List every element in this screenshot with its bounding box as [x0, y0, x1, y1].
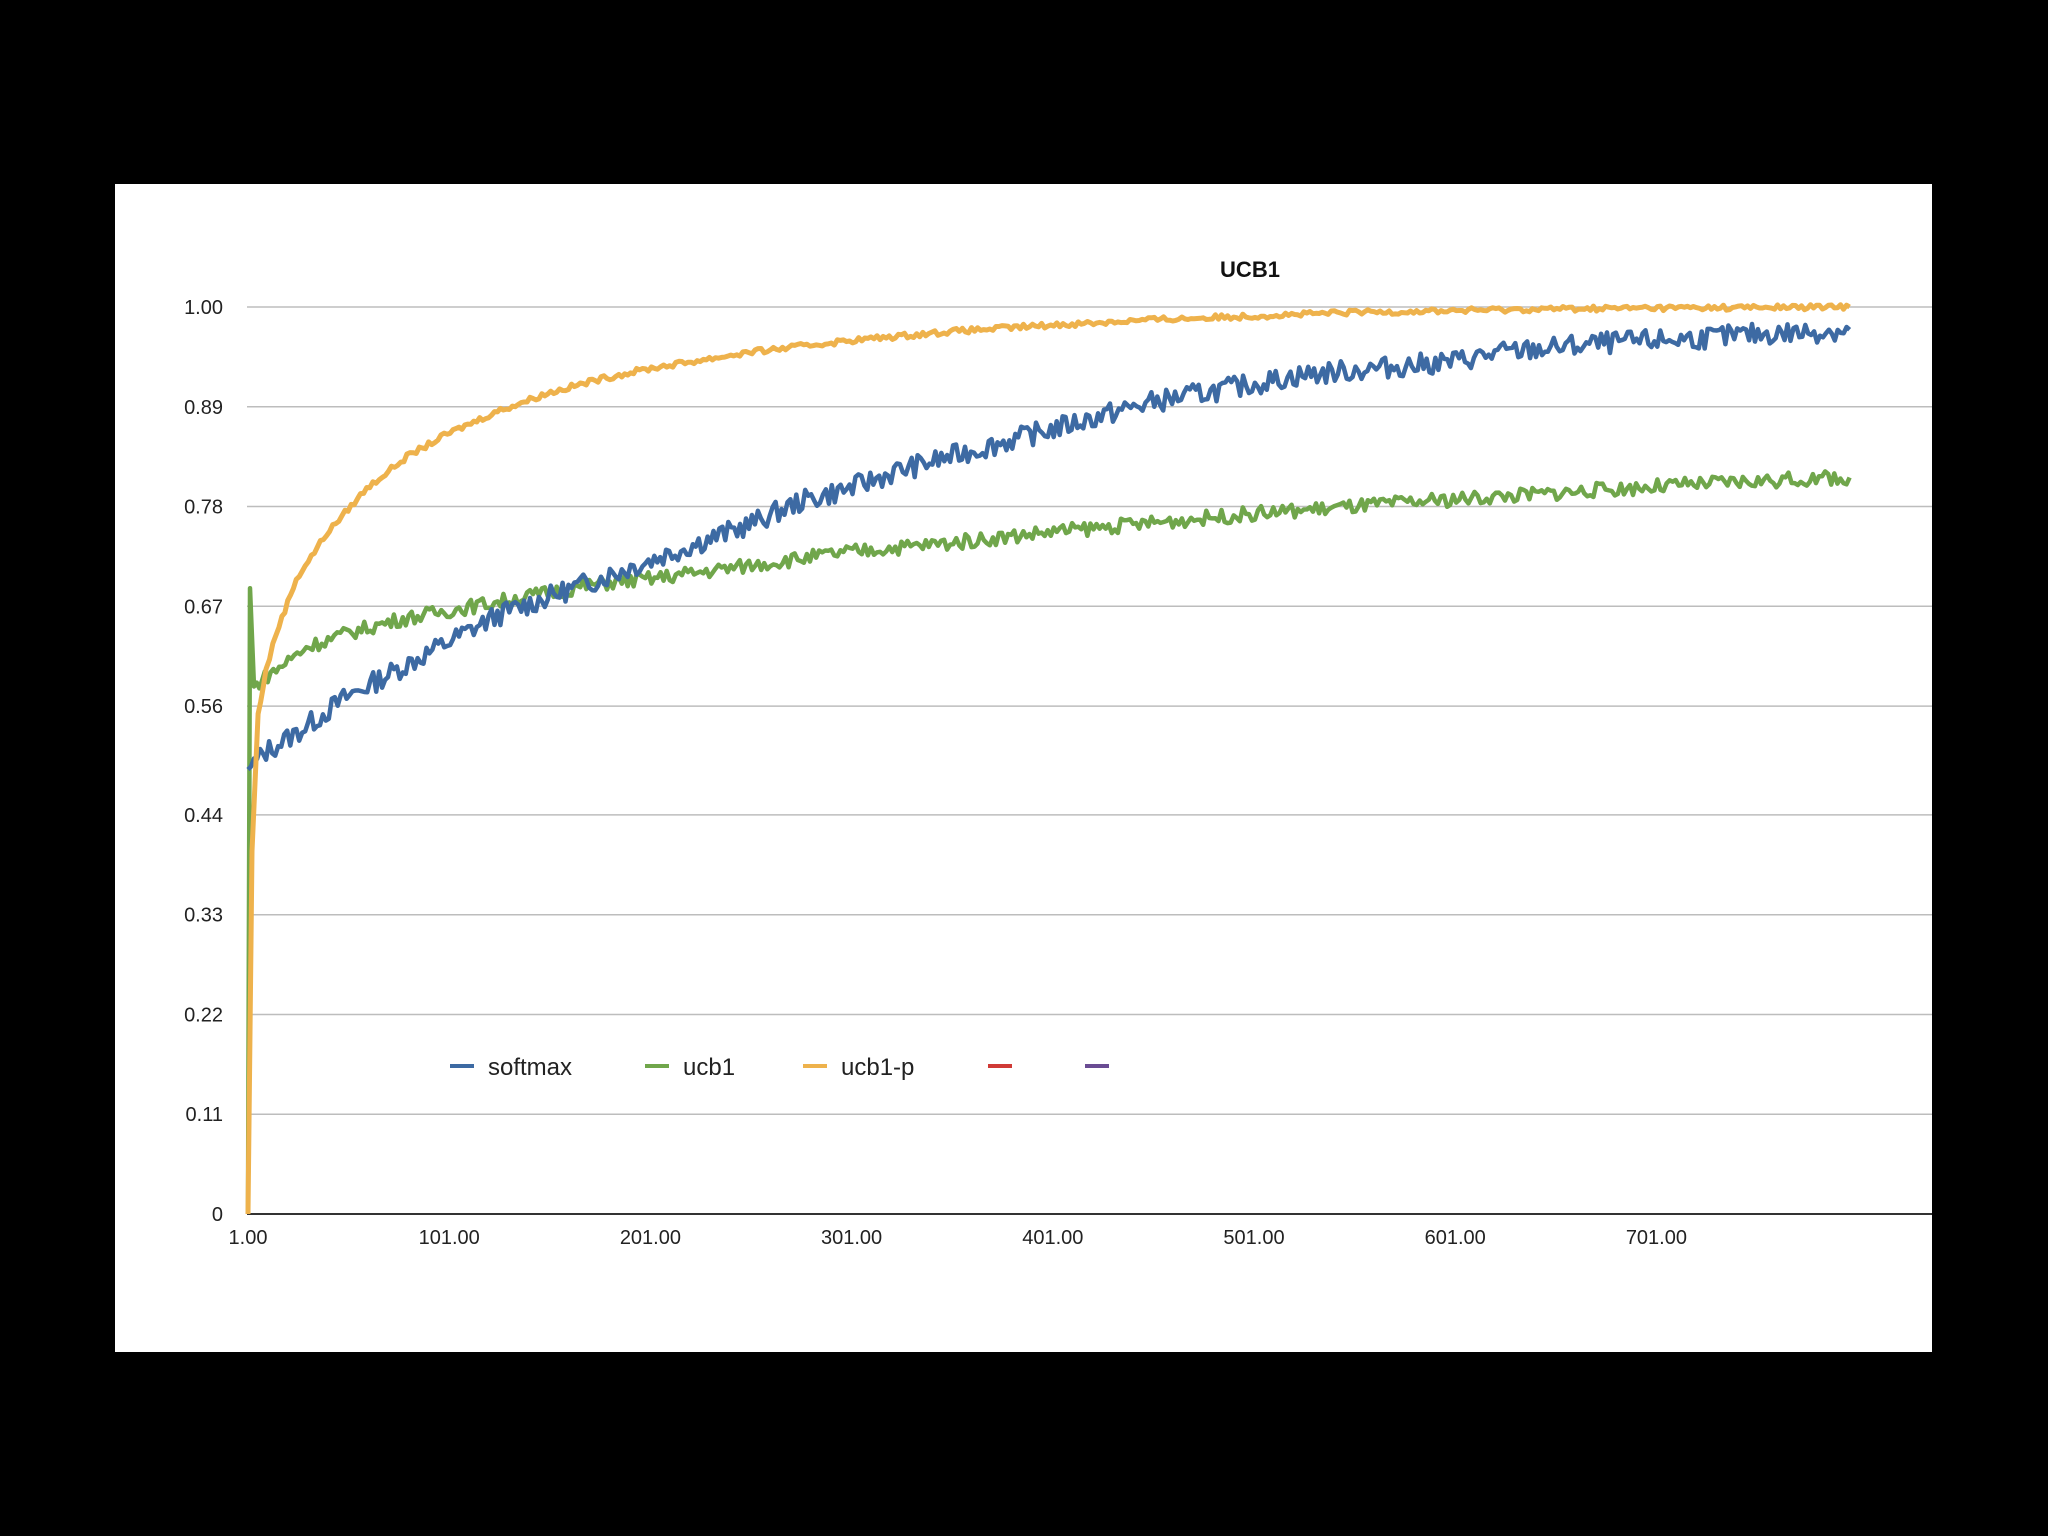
x-tick-label: 201.00: [620, 1227, 681, 1249]
legend: softmax ucb1 ucb1-p: [450, 1054, 1109, 1081]
y-tick-label: 0.44: [184, 805, 223, 827]
series-line-ucb1: [245, 469, 1852, 1215]
gridlines: [247, 306, 1932, 1115]
y-tick-label: 0.33: [184, 905, 223, 927]
x-tick-label: 101.00: [419, 1227, 480, 1249]
chart-title: UCB1: [1220, 257, 1280, 282]
y-tick-label: 0.78: [184, 497, 223, 519]
legend-label: softmax: [488, 1054, 572, 1081]
chart-panel: 0 0.11 0.22 0.33 0.44 0.56 0.67 0.78 0.89 1.00 1.…: [115, 184, 1932, 1352]
y-tick-label: 0: [212, 1204, 223, 1226]
y-tick-label: 0.11: [186, 1104, 223, 1126]
legend-label: ucb1-p: [841, 1054, 914, 1081]
y-tick-label: 0.56: [184, 696, 223, 718]
x-tick-label: 601.00: [1425, 1227, 1486, 1249]
y-tick-label: 1.00: [184, 297, 223, 319]
legend-label: ucb1: [683, 1054, 735, 1081]
x-tick-label: 1.00: [229, 1227, 268, 1249]
y-tick-labels: 0 0.11 0.22 0.33 0.44 0.56 0.67 0.78 0.89 1.00: [184, 297, 223, 1226]
x-tick-labels: 1.00 101.00 201.00 301.00 401.00 501.00 601.00…: [229, 1227, 1687, 1249]
line-chart: 0 0.11 0.22 0.33 0.44 0.56 0.67 0.78 0.89 1.00 1.…: [184, 257, 1932, 1249]
x-tick-label: 501.00: [1223, 1227, 1284, 1249]
y-tick-label: 0.89: [184, 397, 223, 419]
series-line-softmax: [246, 321, 1852, 772]
y-tick-label: 0.22: [184, 1004, 223, 1026]
series-line-ucb1-p: [245, 302, 1851, 1215]
y-tick-label: 0.67: [184, 596, 223, 618]
x-tick-label: 301.00: [821, 1227, 882, 1249]
series-lines: [245, 302, 1852, 1215]
x-tick-label: 701.00: [1626, 1227, 1687, 1249]
x-tick-label: 401.00: [1022, 1227, 1083, 1249]
